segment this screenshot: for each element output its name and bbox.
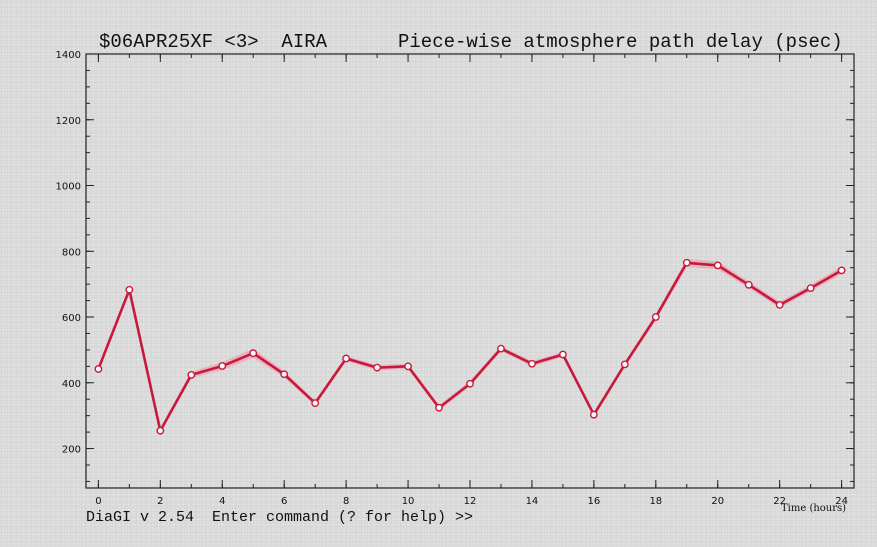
data-point [404,362,412,371]
x-tick-label: 24 [835,496,848,507]
x-tick-label: 22 [773,496,786,507]
data-point [744,280,753,289]
data-point [497,344,505,353]
command-input[interactable] [482,509,762,527]
x-tick-label: 8 [343,496,349,507]
command-prompt: DiaGI v 2.54 Enter command (? for help) … [86,509,474,526]
data-point [837,266,846,275]
data-point [435,403,443,412]
x-tick-label: 6 [281,496,287,507]
data-point [94,365,103,373]
data-point [682,258,691,267]
x-tick-label: 12 [464,496,477,507]
data-point [311,399,320,408]
x-tick-label: 14 [526,496,539,507]
axis-ticks [86,53,854,488]
experiment-label: $06APR25XF <3> AIRA [99,31,328,53]
x-tick-label: 20 [711,496,724,507]
x-tick-label: 0 [95,496,101,507]
plot-title: Piece-wise atmosphere path delay (psec) [398,31,843,53]
y-tick-label: 400 [62,379,81,390]
data-point [249,349,258,358]
data-point [589,410,598,419]
x-tick-label: 18 [649,496,662,507]
data-point [528,359,536,368]
x-tick-label: 2 [157,496,163,507]
data-point [373,363,381,372]
data-point [713,261,722,270]
axis-tick-labels: 0 2 4 6 8 10 12 14 16 18 20 22 242004006008001000120… [56,50,848,507]
x-tick-label: 16 [588,496,601,507]
data-point [280,370,289,379]
data-point [156,426,165,435]
data-point [125,285,134,294]
x-tick-label: 10 [402,496,415,507]
data-point [806,284,815,292]
data-point [218,362,227,370]
data-point [620,360,629,369]
series-line [97,261,843,433]
x-axis-label: Time (hours) [781,503,847,514]
data-point [775,300,784,309]
y-tick-label: 200 [62,445,81,456]
data-point [651,313,660,321]
y-tick-label: 600 [62,313,81,324]
data-point [342,354,351,363]
series-group [94,258,846,435]
y-tick-label: 1200 [56,116,81,127]
y-tick-label: 1400 [56,50,81,61]
error-band [98,258,842,434]
data-point [559,350,567,359]
x-tick-label: 4 [219,496,225,507]
y-tick-label: 800 [62,247,81,258]
plot-frame [85,53,855,489]
data-point [466,379,474,388]
y-tick-label: 1000 [56,182,81,193]
data-point [187,370,196,379]
